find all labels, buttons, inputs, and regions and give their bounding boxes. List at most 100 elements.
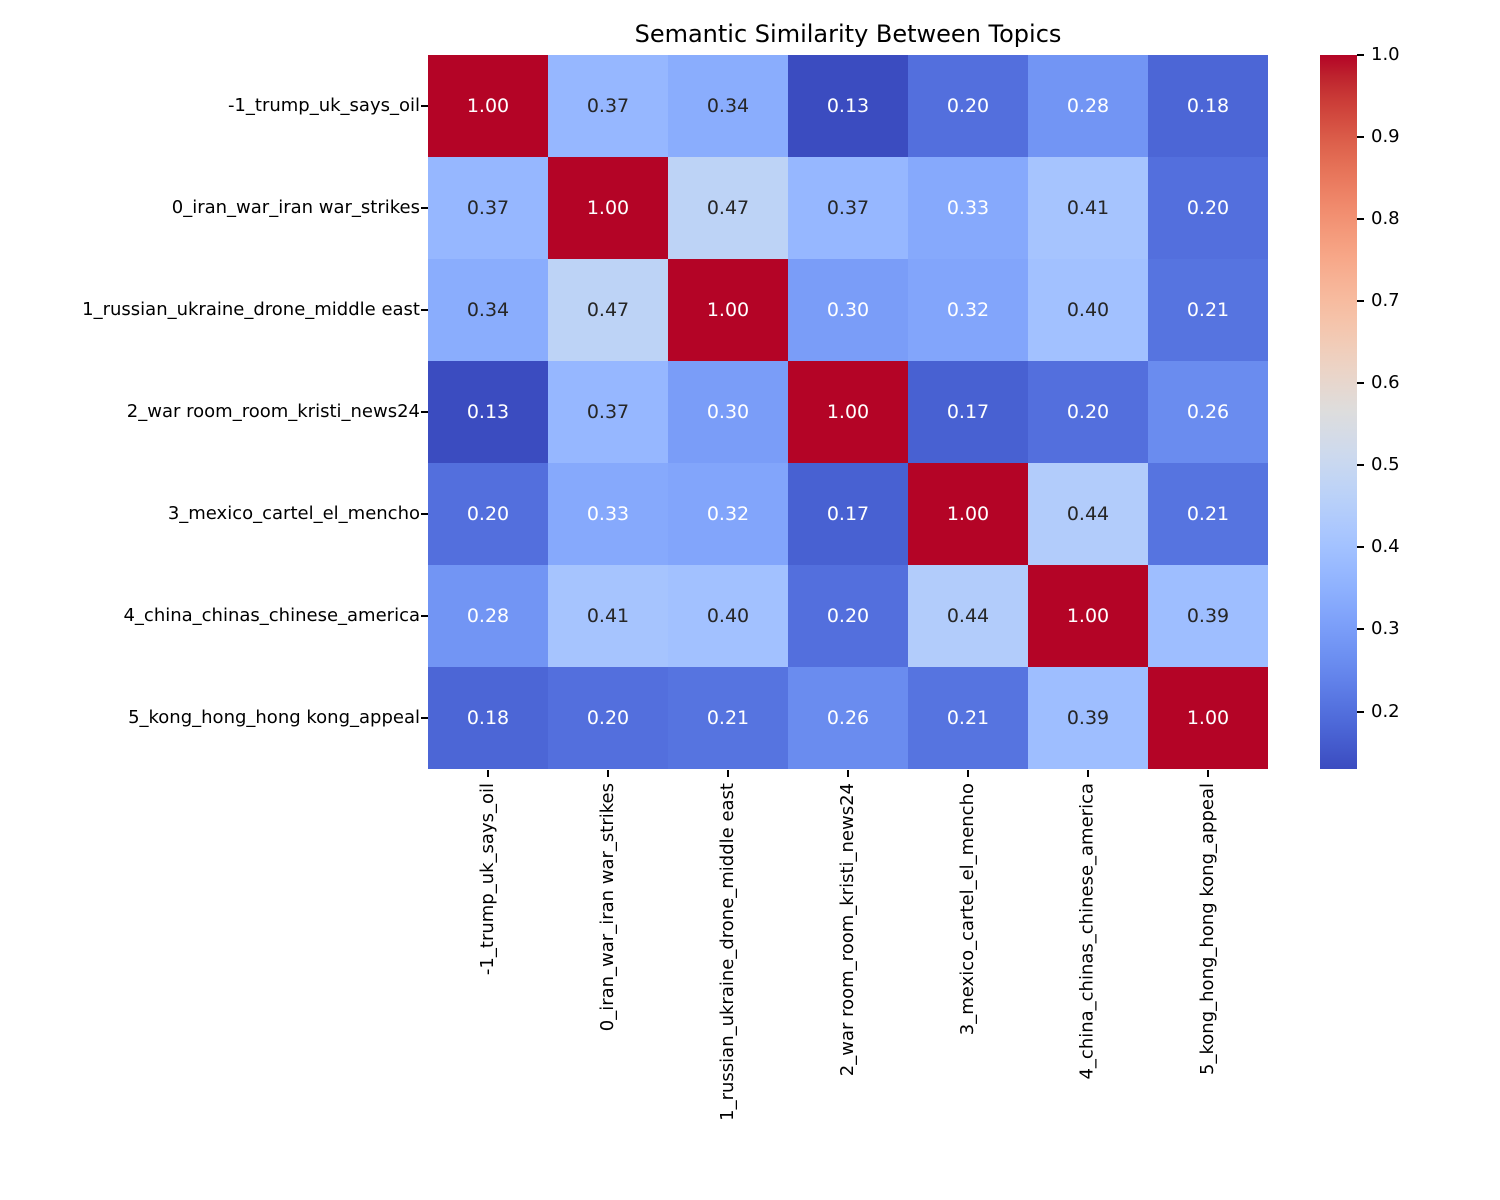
cell-value: 0.28: [466, 605, 510, 627]
cell-value: 0.21: [946, 707, 990, 729]
cell-value: 0.37: [586, 401, 630, 423]
cell-value: 0.17: [946, 401, 990, 423]
tick-mark: [421, 717, 428, 719]
tick-mark: [1357, 546, 1364, 549]
cell-value: 0.30: [826, 299, 870, 321]
heatmap-cell: 0.20: [428, 463, 548, 565]
heatmap-cell: 0.32: [668, 463, 788, 565]
heatmap-cell: 1.00: [1028, 565, 1148, 667]
heatmap-cell: 0.32: [908, 259, 1028, 361]
x-tick-label: 0_iran_war_iran war_strikes: [597, 783, 618, 1032]
x-tick-label: 4_china_chinas_chinese_america: [1077, 783, 1098, 1080]
y-tick-label: 3_mexico_cartel_el_mencho: [167, 503, 420, 524]
tick-mark: [421, 105, 428, 107]
tick-mark: [1357, 710, 1364, 713]
heatmap-cell: 0.13: [428, 361, 548, 463]
heatmap-cell: 0.47: [548, 259, 668, 361]
colorbar-tick-label: 0.9: [1371, 126, 1400, 148]
tick-mark: [1357, 54, 1364, 56]
heatmap-cell: 0.13: [788, 55, 908, 157]
heatmap-cell: 0.39: [1148, 565, 1268, 667]
colorbar-tick-label: 0.2: [1371, 700, 1400, 722]
y-tick-label: 5_kong_hong_hong kong_appeal: [128, 707, 420, 728]
y-tick-label: -1_trump_uk_says_oil: [227, 95, 420, 116]
tick-mark: [1207, 770, 1209, 777]
heatmap-cell: 0.44: [908, 565, 1028, 667]
tick-mark: [1357, 464, 1364, 467]
heatmap-cell: 0.41: [548, 565, 668, 667]
cell-value: 0.37: [586, 95, 630, 117]
x-tick-label: -1_trump_uk_says_oil: [477, 783, 498, 976]
heatmap-cell: 0.37: [788, 157, 908, 259]
tick-mark: [1087, 770, 1089, 777]
heatmap-cell: 0.30: [788, 259, 908, 361]
tick-mark: [421, 513, 428, 515]
heatmap-cell: 0.40: [1028, 259, 1148, 361]
cell-value: 0.34: [466, 299, 510, 321]
heatmap-cell: 0.21: [668, 667, 788, 769]
heatmap-cell: 0.37: [428, 157, 548, 259]
heatmap-cell: 0.34: [428, 259, 548, 361]
tick-mark: [1357, 382, 1364, 385]
cell-value: 0.33: [946, 197, 990, 219]
colorbar-tick-label: 0.7: [1371, 290, 1400, 312]
cell-value: 0.20: [586, 707, 630, 729]
cell-value: 0.44: [946, 605, 990, 627]
heatmap-cell: 0.20: [548, 667, 668, 769]
tick-mark: [727, 770, 729, 777]
cell-value: 0.34: [706, 95, 750, 117]
cell-value: 0.39: [1186, 605, 1230, 627]
cell-value: 0.20: [466, 503, 510, 525]
heatmap-cell: 0.18: [1148, 55, 1268, 157]
cell-value: 0.21: [1186, 503, 1230, 525]
colorbar-tick-label: 0.3: [1371, 618, 1400, 640]
heatmap-cell: 0.40: [668, 565, 788, 667]
cell-value: 0.26: [1186, 401, 1230, 423]
tick-mark: [1357, 300, 1364, 303]
heatmap-cell: 0.18: [428, 667, 548, 769]
cell-value: 1.00: [946, 503, 990, 525]
cell-value: 0.37: [826, 197, 870, 219]
colorbar-tick-label: 0.6: [1371, 372, 1400, 394]
cell-value: 0.40: [706, 605, 750, 627]
heatmap-cell: 0.37: [548, 55, 668, 157]
cell-value: 0.40: [1066, 299, 1110, 321]
heatmap-cell: 1.00: [1148, 667, 1268, 769]
heatmap-cell: 0.21: [1148, 259, 1268, 361]
tick-mark: [1357, 136, 1364, 139]
tick-mark: [967, 770, 969, 777]
cell-value: 0.41: [1066, 197, 1110, 219]
heatmap-cell: 0.37: [548, 361, 668, 463]
tick-mark: [421, 207, 428, 209]
heatmap-cell: 1.00: [908, 463, 1028, 565]
cell-value: 0.32: [946, 299, 990, 321]
cell-value: 0.32: [706, 503, 750, 525]
x-tick-label: 1_russian_ukraine_drone_middle east: [717, 783, 738, 1121]
cell-value: 0.37: [466, 197, 510, 219]
heatmap-cell: 0.30: [668, 361, 788, 463]
heatmap-cell: 0.26: [1148, 361, 1268, 463]
tick-mark: [421, 615, 428, 617]
cell-value: 0.47: [586, 299, 630, 321]
cell-value: 1.00: [1066, 605, 1110, 627]
heatmap-cell: 0.20: [1028, 361, 1148, 463]
cell-value: 0.20: [1186, 197, 1230, 219]
cell-value: 0.21: [1186, 299, 1230, 321]
cell-value: 0.20: [1066, 401, 1110, 423]
heatmap-cell: 0.20: [1148, 157, 1268, 259]
heatmap-cell: 0.17: [908, 361, 1028, 463]
heatmap-cell: 1.00: [668, 259, 788, 361]
cell-value: 0.39: [1066, 707, 1110, 729]
cell-value: 0.20: [826, 605, 870, 627]
cell-value: 0.47: [706, 197, 750, 219]
heatmap-cell: 0.44: [1028, 463, 1148, 565]
cell-value: 0.41: [586, 605, 630, 627]
cell-value: 0.18: [466, 707, 510, 729]
colorbar-tick-label: 0.8: [1371, 208, 1400, 230]
tick-mark: [847, 770, 849, 777]
y-tick-label: 2_war room_room_kristi_news24: [126, 401, 420, 422]
heatmap-cell: 0.20: [788, 565, 908, 667]
cell-value: 0.18: [1186, 95, 1230, 117]
cell-value: 1.00: [826, 401, 870, 423]
